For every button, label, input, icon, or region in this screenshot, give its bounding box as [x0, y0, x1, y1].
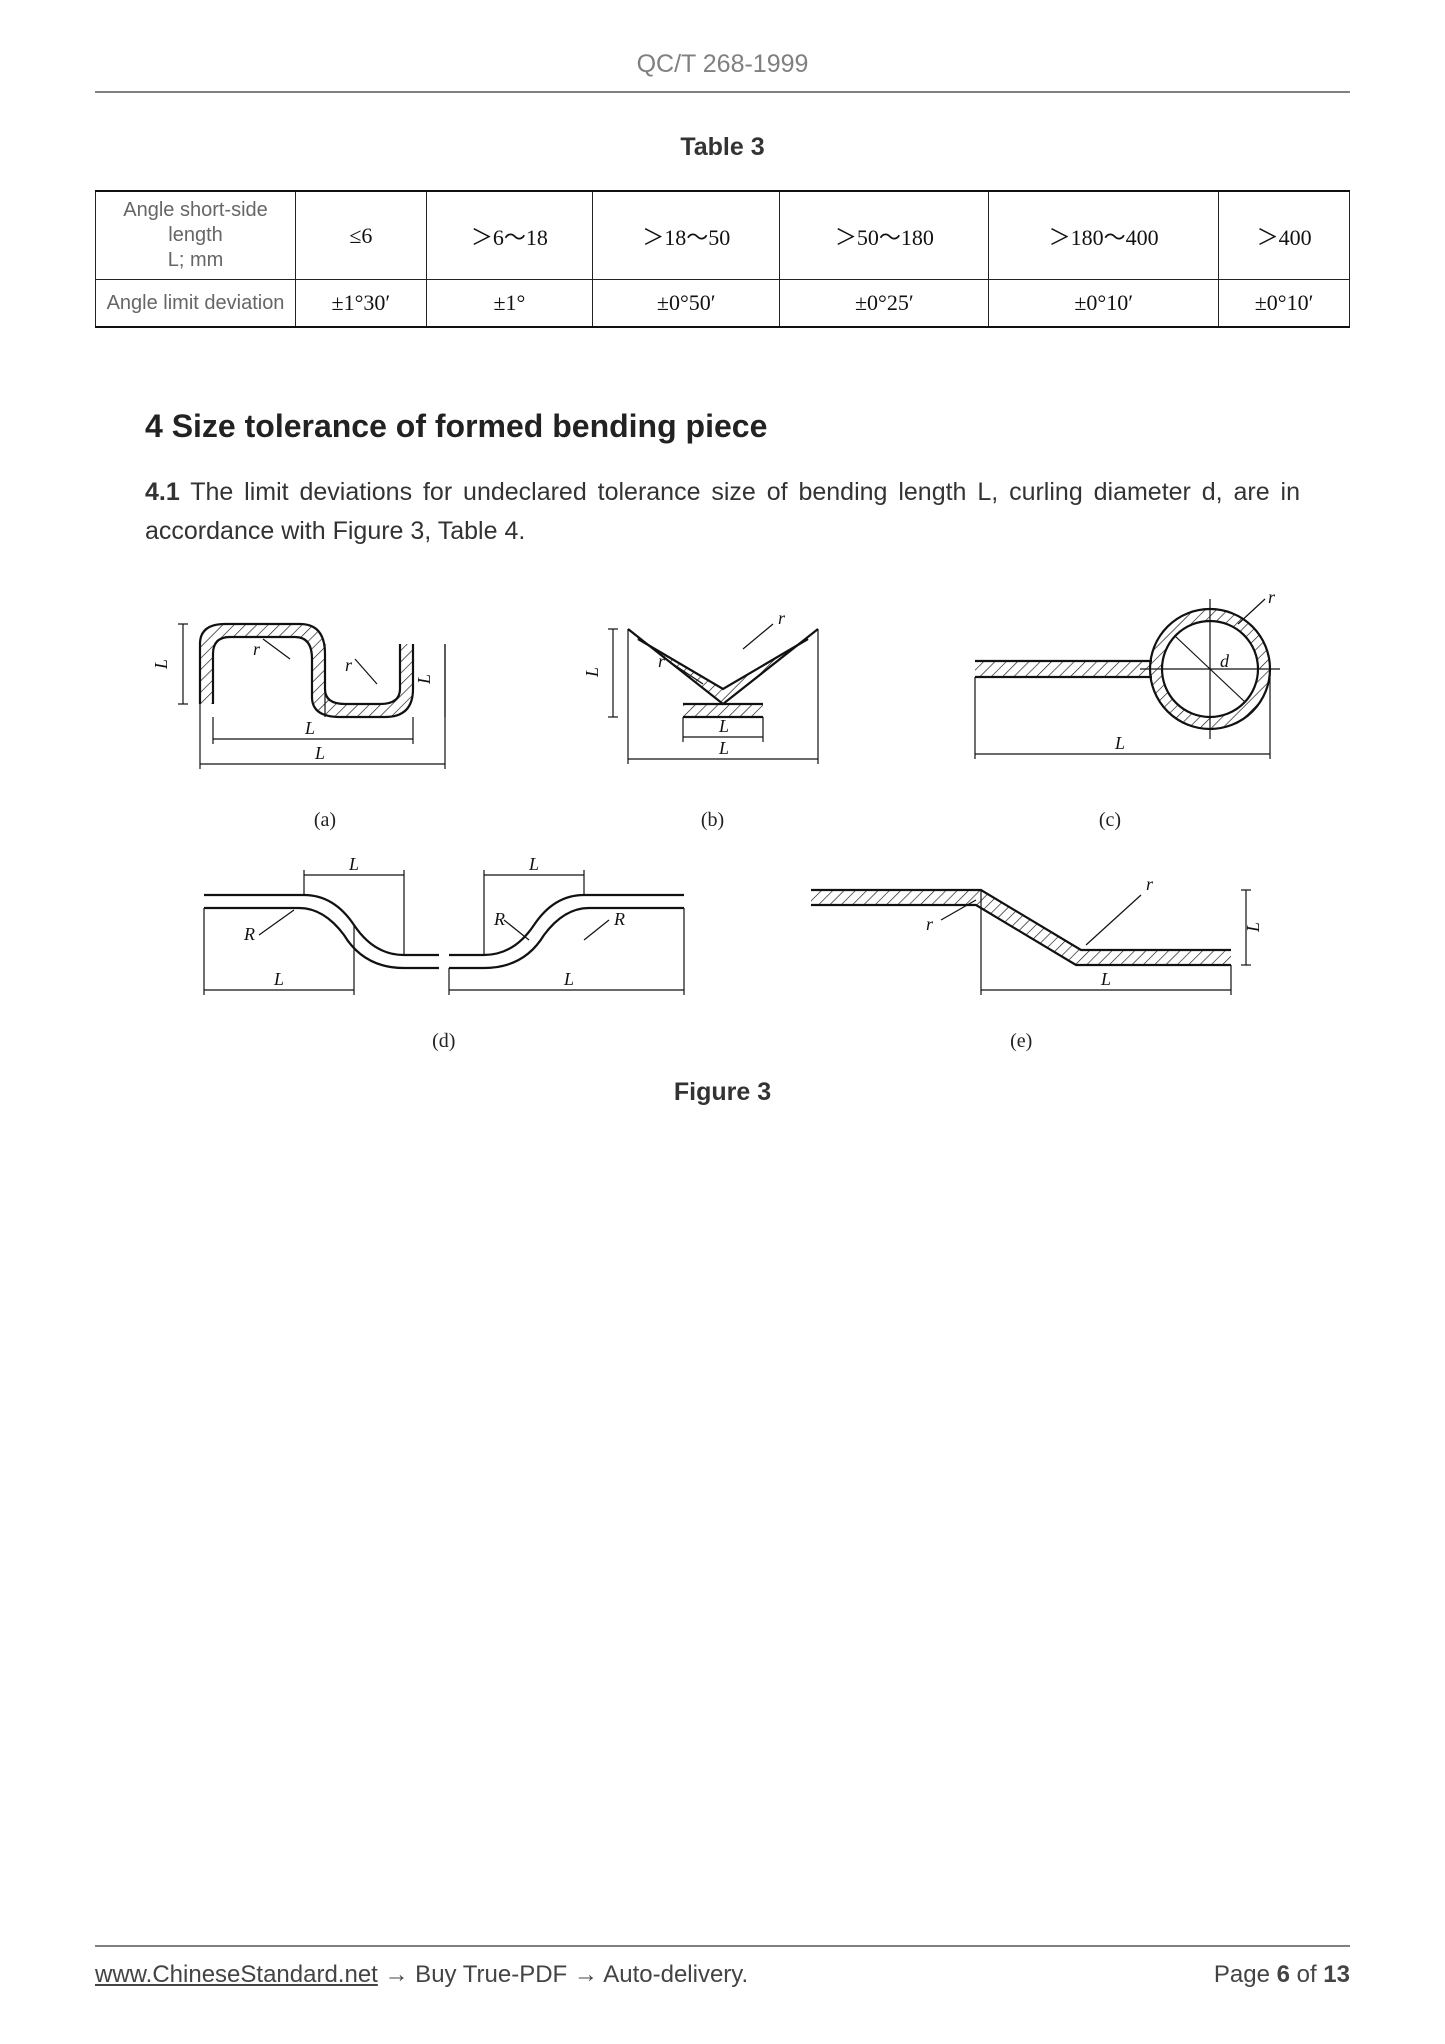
footer-page-indicator: Page 6 of 13 [1214, 1961, 1350, 1989]
table3-col-2: ＞18～50 [593, 191, 780, 280]
table3-col-3: ＞50～180 [780, 191, 989, 280]
figure3-container: r r L L L L (a) [145, 589, 1300, 1107]
diagram-d-icon: R R R L L L [184, 840, 704, 1020]
table3-col-0: ≤6 [296, 191, 427, 280]
figure3-label-a: (a) [145, 809, 505, 832]
document-code-header: QC/T 268-1999 [95, 50, 1350, 93]
table3: Angle short-side length L; mm ≤6 ＞6～18 ＞… [95, 190, 1350, 328]
section4-heading: 4 Size tolerance of formed bending piece [145, 408, 1300, 445]
table3-col-5: ＞400 [1219, 191, 1350, 280]
dim-L: L [414, 673, 434, 684]
dim-R: R [243, 924, 255, 944]
dim-L: L [563, 969, 574, 989]
dim-L: L [1114, 733, 1125, 753]
dim-L: L [151, 658, 171, 669]
figure3-label-e: (e) [781, 1030, 1261, 1053]
table-row: Angle short-side length L; mm ≤6 ＞6～18 ＞… [96, 191, 1350, 280]
dim-L: L [273, 969, 284, 989]
table3-rowheader-length: Angle short-side length L; mm [96, 191, 296, 280]
footer-page-prefix: Page [1214, 1961, 1277, 1988]
table3-dev-5: ±0°10′ [1219, 280, 1350, 328]
figure3-subfig-e: r r L L (e) [781, 840, 1261, 1053]
footer-tail-text: → Buy True-PDF → Auto-delivery. [378, 1961, 748, 1988]
dim-L: L [718, 738, 729, 758]
figure3-subfig-a: r r L L L L (a) [145, 589, 505, 832]
dim-r: r [926, 914, 934, 934]
footer-page-of: of [1290, 1961, 1323, 1988]
dim-L: L [1243, 921, 1261, 932]
dim-L: L [582, 666, 602, 677]
table3-dev-0: ±1°30′ [296, 280, 427, 328]
table3-col-4: ＞180～400 [989, 191, 1219, 280]
dim-r: r [345, 655, 353, 675]
dim-r: r [658, 651, 666, 671]
footer-page-total: 13 [1323, 1961, 1350, 1988]
table3-dev-2: ±0°50′ [593, 280, 780, 328]
figure3-subfig-d: R R R L L L [184, 840, 704, 1053]
footer-left: www.ChineseStandard.net → Buy True-PDF →… [95, 1961, 748, 1989]
table3-title: Table 3 [95, 133, 1350, 162]
dim-L: L [718, 716, 729, 736]
dim-L: L [348, 854, 359, 874]
table3-dev-3: ±0°25′ [780, 280, 989, 328]
diagram-e-icon: r r L L [781, 840, 1261, 1020]
dim-r: r [778, 608, 786, 628]
figure3-label-b: (b) [573, 809, 853, 832]
figure3-subfig-b: r r L L L (b) [573, 589, 853, 832]
footer-page-current: 6 [1277, 1961, 1290, 1988]
figure3-caption: Figure 3 [145, 1078, 1300, 1107]
table3-col-1: ＞6～18 [426, 191, 592, 280]
diagram-b-icon: r r L L L [573, 589, 853, 799]
page-footer: www.ChineseStandard.net → Buy True-PDF →… [95, 1945, 1350, 1989]
table-row: Angle limit deviation ±1°30′ ±1° ±0°50′ … [96, 280, 1350, 328]
diagram-a-icon: r r L L L L [145, 589, 505, 799]
dim-L: L [304, 718, 315, 738]
diagram-c-icon: r d L [920, 589, 1300, 799]
dim-r: r [1268, 589, 1276, 607]
para-lead-number: 4.1 [145, 478, 180, 506]
footer-site-link[interactable]: www.ChineseStandard.net [95, 1961, 378, 1988]
dim-L: L [528, 854, 539, 874]
dim-r: r [1146, 874, 1154, 894]
dim-R: R [493, 909, 505, 929]
dim-L: L [1100, 969, 1111, 989]
table3-dev-1: ±1° [426, 280, 592, 328]
section4-paragraph: 4.1 The limit deviations for undeclared … [145, 473, 1300, 551]
table3-dev-4: ±0°10′ [989, 280, 1219, 328]
table3-rowheader-deviation: Angle limit deviation [96, 280, 296, 328]
dim-L: L [314, 743, 325, 763]
para-text: The limit deviations for undeclared tole… [145, 478, 1300, 545]
figure3-label-c: (c) [920, 809, 1300, 832]
figure3-subfig-c: r d L (c) [920, 589, 1300, 832]
dim-d: d [1220, 651, 1230, 671]
dim-R: R [613, 909, 625, 929]
figure3-label-d: (d) [184, 1030, 704, 1053]
dim-r: r [253, 639, 261, 659]
